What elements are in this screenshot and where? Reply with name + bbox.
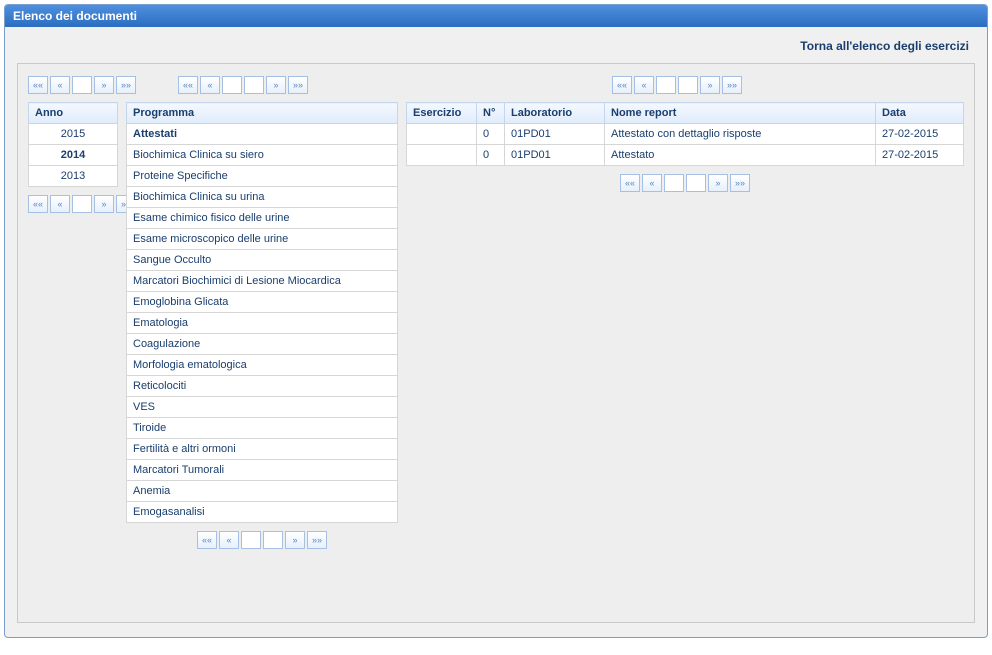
programma-table: Programma AttestatiBiochimica Clinica su… — [126, 102, 398, 523]
anno-row[interactable]: 2015 — [29, 124, 118, 145]
programma-row[interactable]: Biochimica Clinica su urina — [127, 187, 398, 208]
pager-page — [222, 76, 242, 94]
anno-pager-bottom: «« « » »» — [28, 195, 136, 213]
pager-last-icon[interactable]: »» — [307, 531, 327, 549]
reports-cell[interactable]: 27-02-2015 — [876, 124, 964, 145]
reports-cell[interactable]: 01PD01 — [505, 124, 605, 145]
pager-next-icon[interactable]: » — [285, 531, 305, 549]
programma-row[interactable]: Marcatori Biochimici di Lesione Miocardi… — [127, 271, 398, 292]
back-to-exercises-link[interactable]: Torna all'elenco degli esercizi — [5, 27, 987, 57]
documents-panel: Elenco dei documenti Torna all'elenco de… — [4, 4, 988, 638]
table-row[interactable]: 001PD01Attestato con dettaglio risposte2… — [407, 124, 964, 145]
pager-page — [678, 76, 698, 94]
programma-row[interactable]: VES — [127, 397, 398, 418]
reports-column-header: N° — [477, 103, 505, 124]
table-row[interactable]: 001PD01Attestato27-02-2015 — [407, 145, 964, 166]
programma-row[interactable]: Fertilità e altri ormoni — [127, 439, 398, 460]
reports-pager-bottom: «« « » »» — [620, 174, 750, 192]
programma-pager-bottom: «« « » »» — [197, 531, 327, 549]
reports-cell[interactable]: Attestato — [605, 145, 876, 166]
pager-first-icon[interactable]: «« — [620, 174, 640, 192]
programma-row[interactable]: Reticolociti — [127, 376, 398, 397]
pager-first-icon[interactable]: «« — [28, 195, 48, 213]
pager-page — [72, 195, 92, 213]
pager-page — [664, 174, 684, 192]
reports-table: EsercizioN°LaboratorioNome reportData 00… — [406, 102, 964, 166]
content-box: «« « » »» «« « » »» «« — [17, 63, 975, 623]
reports-cell[interactable]: 0 — [477, 124, 505, 145]
pager-prev-icon[interactable]: « — [200, 76, 220, 94]
pager-page — [263, 531, 283, 549]
programma-row[interactable]: Ematologia — [127, 313, 398, 334]
reports-cell[interactable]: 01PD01 — [505, 145, 605, 166]
pager-prev-icon[interactable]: « — [642, 174, 662, 192]
pager-last-icon[interactable]: »» — [722, 76, 742, 94]
pager-page — [244, 76, 264, 94]
programma-header: Programma — [127, 103, 398, 124]
pager-page — [656, 76, 676, 94]
reports-cell[interactable]: 27-02-2015 — [876, 145, 964, 166]
reports-column-header: Laboratorio — [505, 103, 605, 124]
pager-prev-icon[interactable]: « — [50, 76, 70, 94]
reports-column-header: Data — [876, 103, 964, 124]
reports-column: EsercizioN°LaboratorioNome reportData 00… — [406, 102, 964, 192]
programma-row[interactable]: Sangue Occulto — [127, 250, 398, 271]
reports-cell[interactable] — [407, 124, 477, 145]
pager-prev-icon[interactable]: « — [634, 76, 654, 94]
pager-last-icon[interactable]: »» — [730, 174, 750, 192]
pager-last-icon[interactable]: »» — [288, 76, 308, 94]
programma-row[interactable]: Morfologia ematologica — [127, 355, 398, 376]
reports-pager-top: «« « » »» — [612, 76, 742, 94]
programma-row[interactable]: Tiroide — [127, 418, 398, 439]
pager-first-icon[interactable]: «« — [28, 76, 48, 94]
reports-cell[interactable]: Attestato con dettaglio risposte — [605, 124, 876, 145]
pager-first-icon[interactable]: «« — [612, 76, 632, 94]
programma-row[interactable]: Marcatori Tumorali — [127, 460, 398, 481]
programma-row[interactable]: Attestati — [127, 124, 398, 145]
programma-row[interactable]: Esame microscopico delle urine — [127, 229, 398, 250]
programma-column: Programma AttestatiBiochimica Clinica su… — [126, 102, 398, 549]
pager-page — [686, 174, 706, 192]
programma-row[interactable]: Esame chimico fisico delle urine — [127, 208, 398, 229]
pager-next-icon[interactable]: » — [700, 76, 720, 94]
pager-page — [72, 76, 92, 94]
anno-row[interactable]: 2014 — [29, 145, 118, 166]
programma-row[interactable]: Proteine Specifiche — [127, 166, 398, 187]
reports-cell[interactable] — [407, 145, 477, 166]
pager-page — [241, 531, 261, 549]
pager-first-icon[interactable]: «« — [178, 76, 198, 94]
reports-cell[interactable]: 0 — [477, 145, 505, 166]
pager-next-icon[interactable]: » — [94, 195, 114, 213]
pager-next-icon[interactable]: » — [266, 76, 286, 94]
programma-row[interactable]: Biochimica Clinica su siero — [127, 145, 398, 166]
anno-table: Anno 201520142013 — [28, 102, 118, 187]
pager-first-icon[interactable]: «« — [197, 531, 217, 549]
reports-column-header: Esercizio — [407, 103, 477, 124]
pager-next-icon[interactable]: » — [708, 174, 728, 192]
pager-next-icon[interactable]: » — [94, 76, 114, 94]
programma-row[interactable]: Coagulazione — [127, 334, 398, 355]
panel-title: Elenco dei documenti — [5, 5, 987, 27]
reports-column-header: Nome report — [605, 103, 876, 124]
programma-row[interactable]: Anemia — [127, 481, 398, 502]
pager-prev-icon[interactable]: « — [50, 195, 70, 213]
anno-header: Anno — [29, 103, 118, 124]
programma-row[interactable]: Emoglobina Glicata — [127, 292, 398, 313]
programma-row[interactable]: Emogasanalisi — [127, 502, 398, 523]
programma-pager-top: «« « » »» — [178, 76, 308, 94]
anno-row[interactable]: 2013 — [29, 166, 118, 187]
pager-prev-icon[interactable]: « — [219, 531, 239, 549]
anno-column: Anno 201520142013 «« « » »» — [28, 102, 118, 213]
